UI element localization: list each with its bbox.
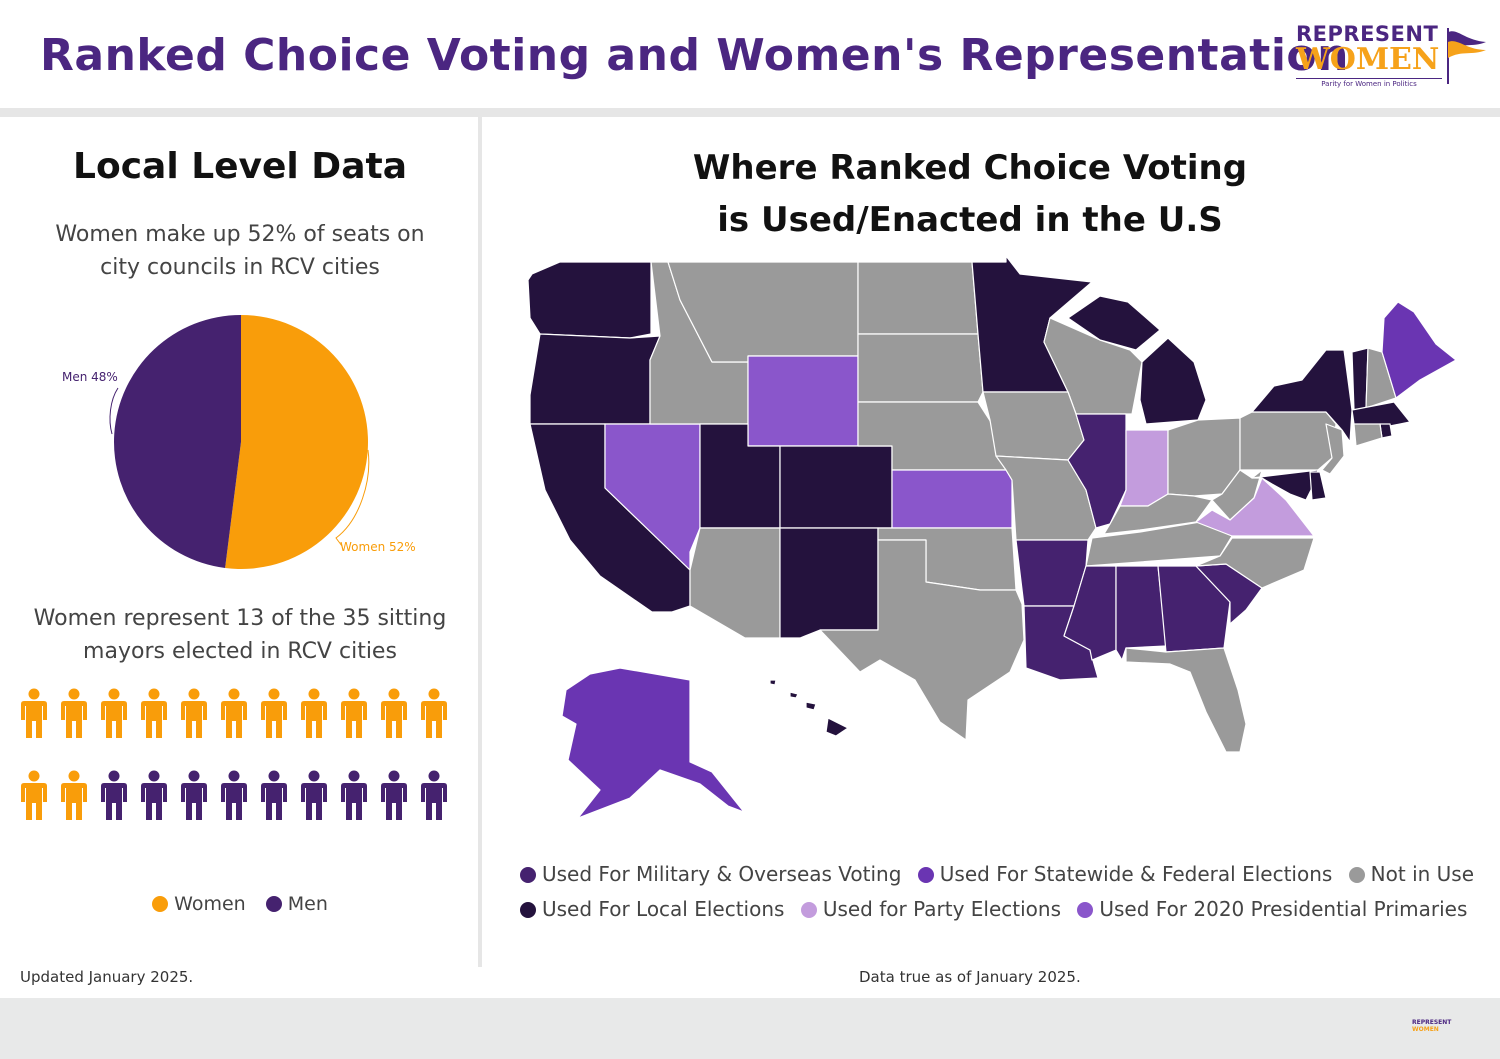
hawaii-kauai	[769, 679, 777, 686]
person-icon-man	[181, 770, 207, 820]
state-new-mexico	[779, 527, 879, 639]
legend-item-military: Used For Military & Overseas Voting	[520, 862, 901, 886]
pie-slice-women	[225, 315, 368, 569]
leader-line-women	[335, 449, 370, 547]
local-level-heading: Local Level Data	[73, 146, 407, 187]
column-divider	[478, 117, 482, 967]
state-arizona	[689, 527, 781, 639]
state-west-virginia	[1211, 469, 1263, 521]
person-icon-woman	[141, 688, 167, 738]
map-legend: Used For Military & Overseas Voting Used…	[520, 857, 1480, 927]
header: Ranked Choice Voting and Women's Represe…	[0, 0, 1500, 108]
council-pie-chart: Men 48% Women 52%	[0, 300, 480, 590]
person-icon-woman	[61, 688, 87, 738]
hawaii-oahu	[789, 691, 799, 699]
council-stat: Women make up 52% of seats on city counc…	[55, 222, 425, 280]
person-icon-woman	[301, 688, 327, 738]
state-pennsylvania	[1239, 411, 1337, 471]
person-icon-woman	[221, 688, 247, 738]
mayor-pictogram	[18, 688, 458, 828]
legend-item-women: Women	[152, 893, 246, 915]
legend-item-local: Used For Local Elections	[520, 897, 784, 921]
person-icon-man	[421, 770, 447, 820]
person-icon-woman	[421, 688, 447, 738]
legend-dot-primaries	[1077, 902, 1094, 918]
legend-item-primaries: Used For 2020 Presidential Primaries	[1077, 897, 1467, 921]
map-title: Where Ranked Choice Voting is Used/Enact…	[692, 148, 1248, 240]
person-icon-woman	[381, 688, 407, 738]
us-rcv-map	[527, 255, 1457, 819]
state-michigan-upper	[1067, 295, 1161, 351]
state-indiana	[1119, 429, 1169, 507]
state-alabama	[1115, 565, 1167, 661]
state-kentucky	[1103, 493, 1213, 535]
state-north-carolina	[1195, 537, 1315, 589]
person-icon-man	[341, 770, 367, 820]
state-oregon	[529, 333, 661, 425]
pie-legend: Women Men	[0, 893, 480, 915]
state-kansas	[891, 469, 1013, 529]
pie-label-men: Men 48%	[62, 370, 118, 384]
legend-dot-women	[152, 896, 169, 912]
person-icon-woman	[21, 688, 47, 738]
legend-item-statewide: Used For Statewide & Federal Elections	[917, 862, 1332, 886]
leader-line-men	[109, 387, 119, 435]
person-icon-man	[141, 770, 167, 820]
legend-dot-party	[800, 902, 817, 918]
legend-dot-statewide	[917, 867, 934, 883]
state-north-dakota	[857, 261, 979, 335]
state-hawaii	[825, 717, 849, 737]
footer-logo: REPRESENT WOMEN	[1412, 1019, 1452, 1033]
state-delaware	[1309, 471, 1327, 501]
state-maine	[1381, 301, 1457, 399]
map-data-note: Data true as of January 2025.	[859, 968, 1081, 986]
person-icon-woman	[181, 688, 207, 738]
left-updated-note: Updated January 2025.	[20, 968, 194, 986]
state-connecticut	[1353, 423, 1383, 447]
header-divider	[0, 108, 1500, 117]
hawaii-maui	[805, 701, 817, 711]
person-icon-man	[261, 770, 287, 820]
page-title: Ranked Choice Voting and Women's Represe…	[40, 30, 1349, 81]
person-icon-man	[301, 770, 327, 820]
flag-icon	[1447, 28, 1486, 84]
state-iowa	[982, 391, 1085, 461]
legend-dot-military	[520, 867, 536, 883]
person-icon-woman	[261, 688, 287, 738]
pie-label-women: Women 52%	[340, 540, 416, 554]
state-south-dakota	[857, 333, 984, 403]
state-georgia	[1157, 565, 1231, 653]
state-washington	[527, 261, 652, 339]
represent-women-logo: REPRESENT WOMEN Parity for Women in Poli…	[1296, 22, 1492, 88]
legend-dot-men	[265, 896, 282, 912]
state-vermont	[1351, 347, 1369, 411]
state-alaska	[561, 667, 745, 819]
pie-slice-men	[113, 315, 241, 568]
footer-bar	[0, 998, 1500, 1059]
person-icon-woman	[341, 688, 367, 738]
mayor-stat: Women represent 13 of the 35 sitting may…	[33, 606, 447, 664]
person-icon-man	[381, 770, 407, 820]
person-icon-woman	[101, 688, 127, 738]
state-colorado	[779, 445, 893, 529]
legend-item-men: Men	[265, 893, 328, 915]
state-wyoming	[747, 355, 859, 447]
state-michigan	[1139, 337, 1207, 425]
legend-item-none: Not in Use	[1348, 862, 1474, 886]
state-florida	[1125, 647, 1247, 753]
person-icon-woman	[61, 770, 87, 820]
legend-item-party: Used for Party Elections	[800, 897, 1061, 921]
person-icon-man	[101, 770, 127, 820]
legend-dot-local	[520, 902, 536, 918]
state-texas	[819, 539, 1025, 741]
state-new-york	[1251, 349, 1353, 443]
person-icon-man	[221, 770, 247, 820]
person-icon-woman	[21, 770, 47, 820]
legend-dot-none	[1348, 867, 1365, 883]
state-massachusetts	[1351, 401, 1411, 427]
